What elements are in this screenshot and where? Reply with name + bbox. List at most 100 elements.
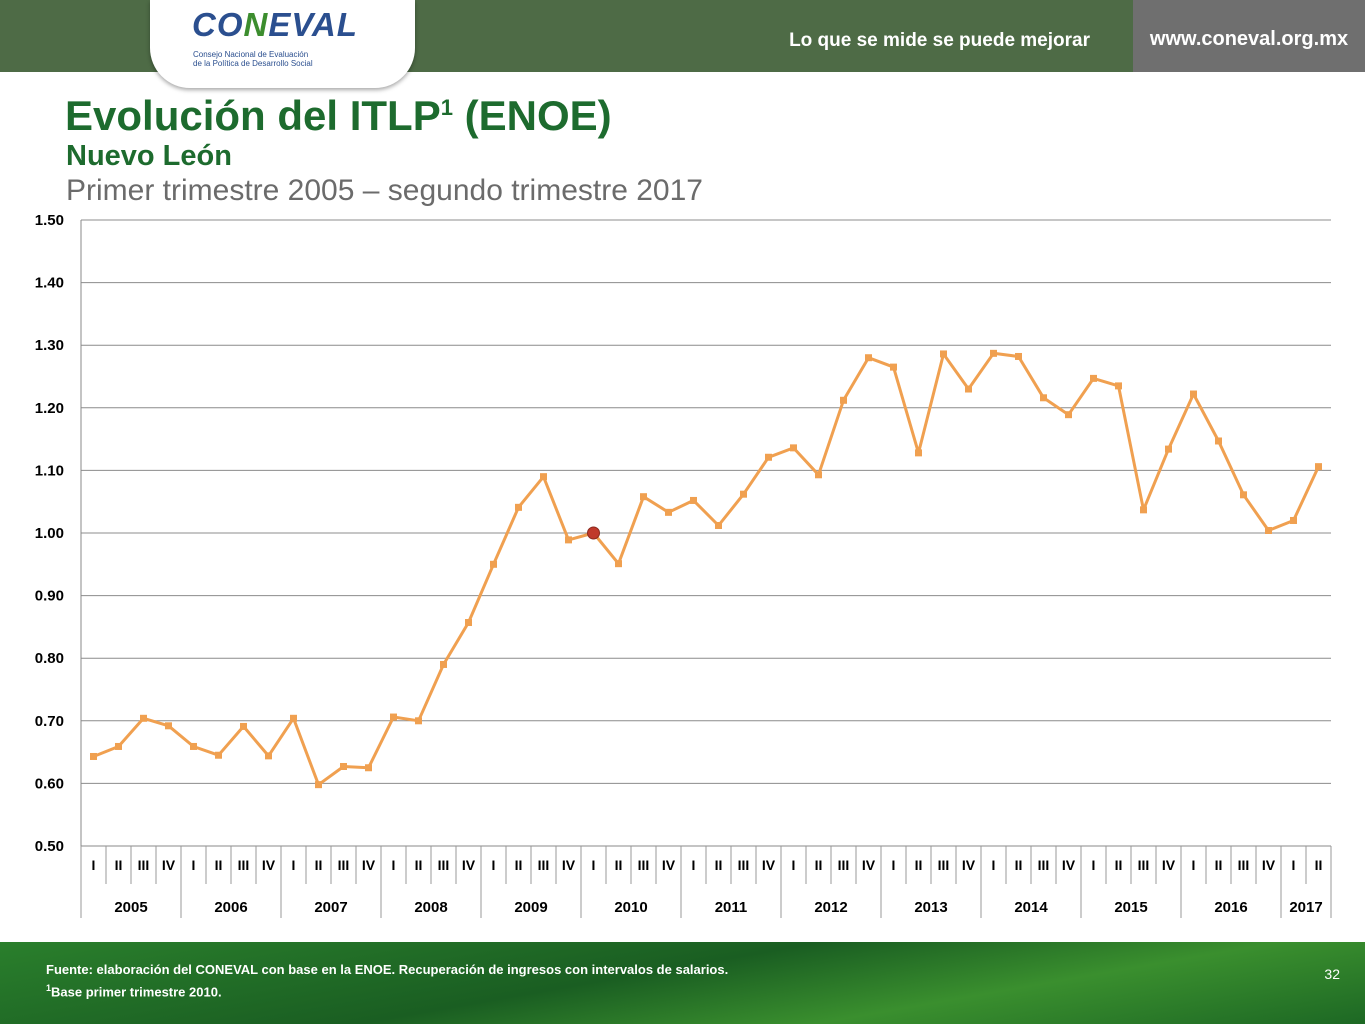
- x-tick-label-quarter: I: [692, 857, 696, 873]
- x-tick-label-year: 2016: [1214, 899, 1247, 916]
- data-point: [415, 717, 422, 725]
- x-tick-label-year: 2015: [1114, 899, 1147, 916]
- data-point: [640, 493, 647, 501]
- y-tick-label: 0.70: [35, 713, 64, 730]
- data-point: [790, 444, 797, 452]
- y-tick-label: 1.20: [35, 400, 64, 417]
- y-tick-label: 0.80: [35, 650, 64, 667]
- x-tick-label-quarter: II: [615, 857, 623, 873]
- x-tick-label-year: 2017: [1289, 899, 1322, 916]
- series-line: [92, 351, 1320, 787]
- y-tick-label: 0.50: [35, 838, 64, 855]
- x-tick-label-quarter: II: [1315, 857, 1323, 873]
- x-tick-label-year: 2013: [914, 899, 947, 916]
- x-tick-label-quarter: IV: [1062, 857, 1076, 873]
- data-point: [140, 714, 147, 722]
- x-tick-label-quarter: III: [238, 857, 250, 873]
- x-tick-label-quarter: III: [638, 857, 650, 873]
- data-point: [915, 449, 922, 457]
- y-tick-label: 1.30: [35, 337, 64, 354]
- data-point: [1190, 390, 1197, 398]
- x-tick-label-quarter: I: [592, 857, 596, 873]
- data-point: [865, 354, 872, 362]
- logo-tab: [150, 0, 415, 88]
- data-point: [1065, 411, 1072, 419]
- source-note: Fuente: elaboración del CONEVAL con base…: [46, 962, 729, 977]
- x-tick-label-quarter: III: [938, 857, 950, 873]
- x-tick-label-quarter: II: [1115, 857, 1123, 873]
- coneval-logo: CONEVAL: [192, 6, 358, 43]
- data-point: [940, 350, 947, 358]
- y-tick-label: 1.10: [35, 462, 64, 479]
- data-point: [365, 764, 372, 772]
- x-tick-label-quarter: IV: [662, 857, 676, 873]
- data-point: [1040, 394, 1047, 402]
- data-point: [740, 490, 747, 498]
- x-tick-label-quarter: I: [1292, 857, 1296, 873]
- x-tick-label-quarter: III: [1138, 857, 1150, 873]
- y-tick-label: 1.40: [35, 275, 64, 292]
- x-tick-label-quarter: III: [338, 857, 350, 873]
- slide-subtitle: Nuevo León: [66, 140, 232, 172]
- data-point: [565, 536, 572, 544]
- x-tick-label-quarter: IV: [362, 857, 376, 873]
- x-tick-label-quarter: IV: [262, 857, 276, 873]
- x-tick-label-year: 2006: [214, 899, 247, 916]
- x-tick-label-quarter: II: [315, 857, 323, 873]
- x-tick-label-year: 2008: [414, 899, 447, 916]
- x-tick-label-quarter: IV: [162, 857, 176, 873]
- x-tick-label-year: 2010: [614, 899, 647, 916]
- x-tick-label-quarter: IV: [862, 857, 876, 873]
- x-tick-label-quarter: IV: [1162, 857, 1176, 873]
- footer-band: [0, 942, 1365, 1024]
- data-point: [1240, 491, 1247, 499]
- data-point: [340, 762, 347, 770]
- data-point: [440, 660, 447, 668]
- data-point: [465, 619, 472, 627]
- x-tick-label-year: 2011: [715, 899, 748, 916]
- data-point: [265, 752, 272, 760]
- data-point: [1315, 463, 1322, 471]
- data-point: [815, 471, 822, 479]
- data-point: [615, 560, 622, 568]
- logo-subtitle: Consejo Nacional de Evaluación de la Pol…: [193, 50, 313, 68]
- data-point: [1090, 374, 1097, 382]
- tagline: Lo que se mide se puede mejorar: [789, 30, 1090, 51]
- x-tick-label-year: 2005: [114, 899, 147, 916]
- x-tick-label-quarter: I: [192, 857, 196, 873]
- x-tick-label-quarter: I: [792, 857, 796, 873]
- x-tick-label-quarter: II: [1015, 857, 1023, 873]
- x-tick-label-quarter: III: [1238, 857, 1250, 873]
- x-tick-label-quarter: I: [892, 857, 896, 873]
- data-point: [90, 752, 97, 760]
- x-tick-label-quarter: III: [738, 857, 750, 873]
- x-tick-label-quarter: I: [492, 857, 496, 873]
- x-tick-label-quarter: IV: [962, 857, 976, 873]
- data-point: [890, 363, 897, 371]
- y-tick-label: 0.90: [35, 588, 64, 605]
- data-point: [515, 503, 522, 511]
- x-tick-label-year: 2012: [814, 899, 847, 916]
- x-tick-label-year: 2009: [514, 899, 547, 916]
- x-tick-label-quarter: I: [992, 857, 996, 873]
- slide-title: Evolución del ITLP1 (ENOE): [65, 92, 612, 139]
- x-tick-label-quarter: II: [1215, 857, 1223, 873]
- data-point: [1140, 506, 1147, 514]
- data-point: [315, 781, 322, 789]
- y-tick-label: 1.00: [35, 525, 64, 542]
- data-point: [1115, 382, 1122, 390]
- page-number: 32: [1324, 966, 1340, 982]
- data-point: [490, 560, 497, 568]
- x-tick-label-quarter: III: [538, 857, 550, 873]
- website-link[interactable]: www.coneval.org.mx: [1149, 28, 1349, 50]
- x-tick-label-quarter: II: [715, 857, 723, 873]
- x-tick-label-quarter: III: [838, 857, 850, 873]
- data-point: [1215, 437, 1222, 445]
- data-point: [115, 742, 122, 750]
- x-tick-label-quarter: IV: [1262, 857, 1276, 873]
- base-point-marker: [587, 526, 600, 540]
- data-point: [665, 508, 672, 516]
- x-tick-label-quarter: III: [138, 857, 150, 873]
- x-tick-label-quarter: II: [215, 857, 223, 873]
- data-point: [290, 714, 297, 722]
